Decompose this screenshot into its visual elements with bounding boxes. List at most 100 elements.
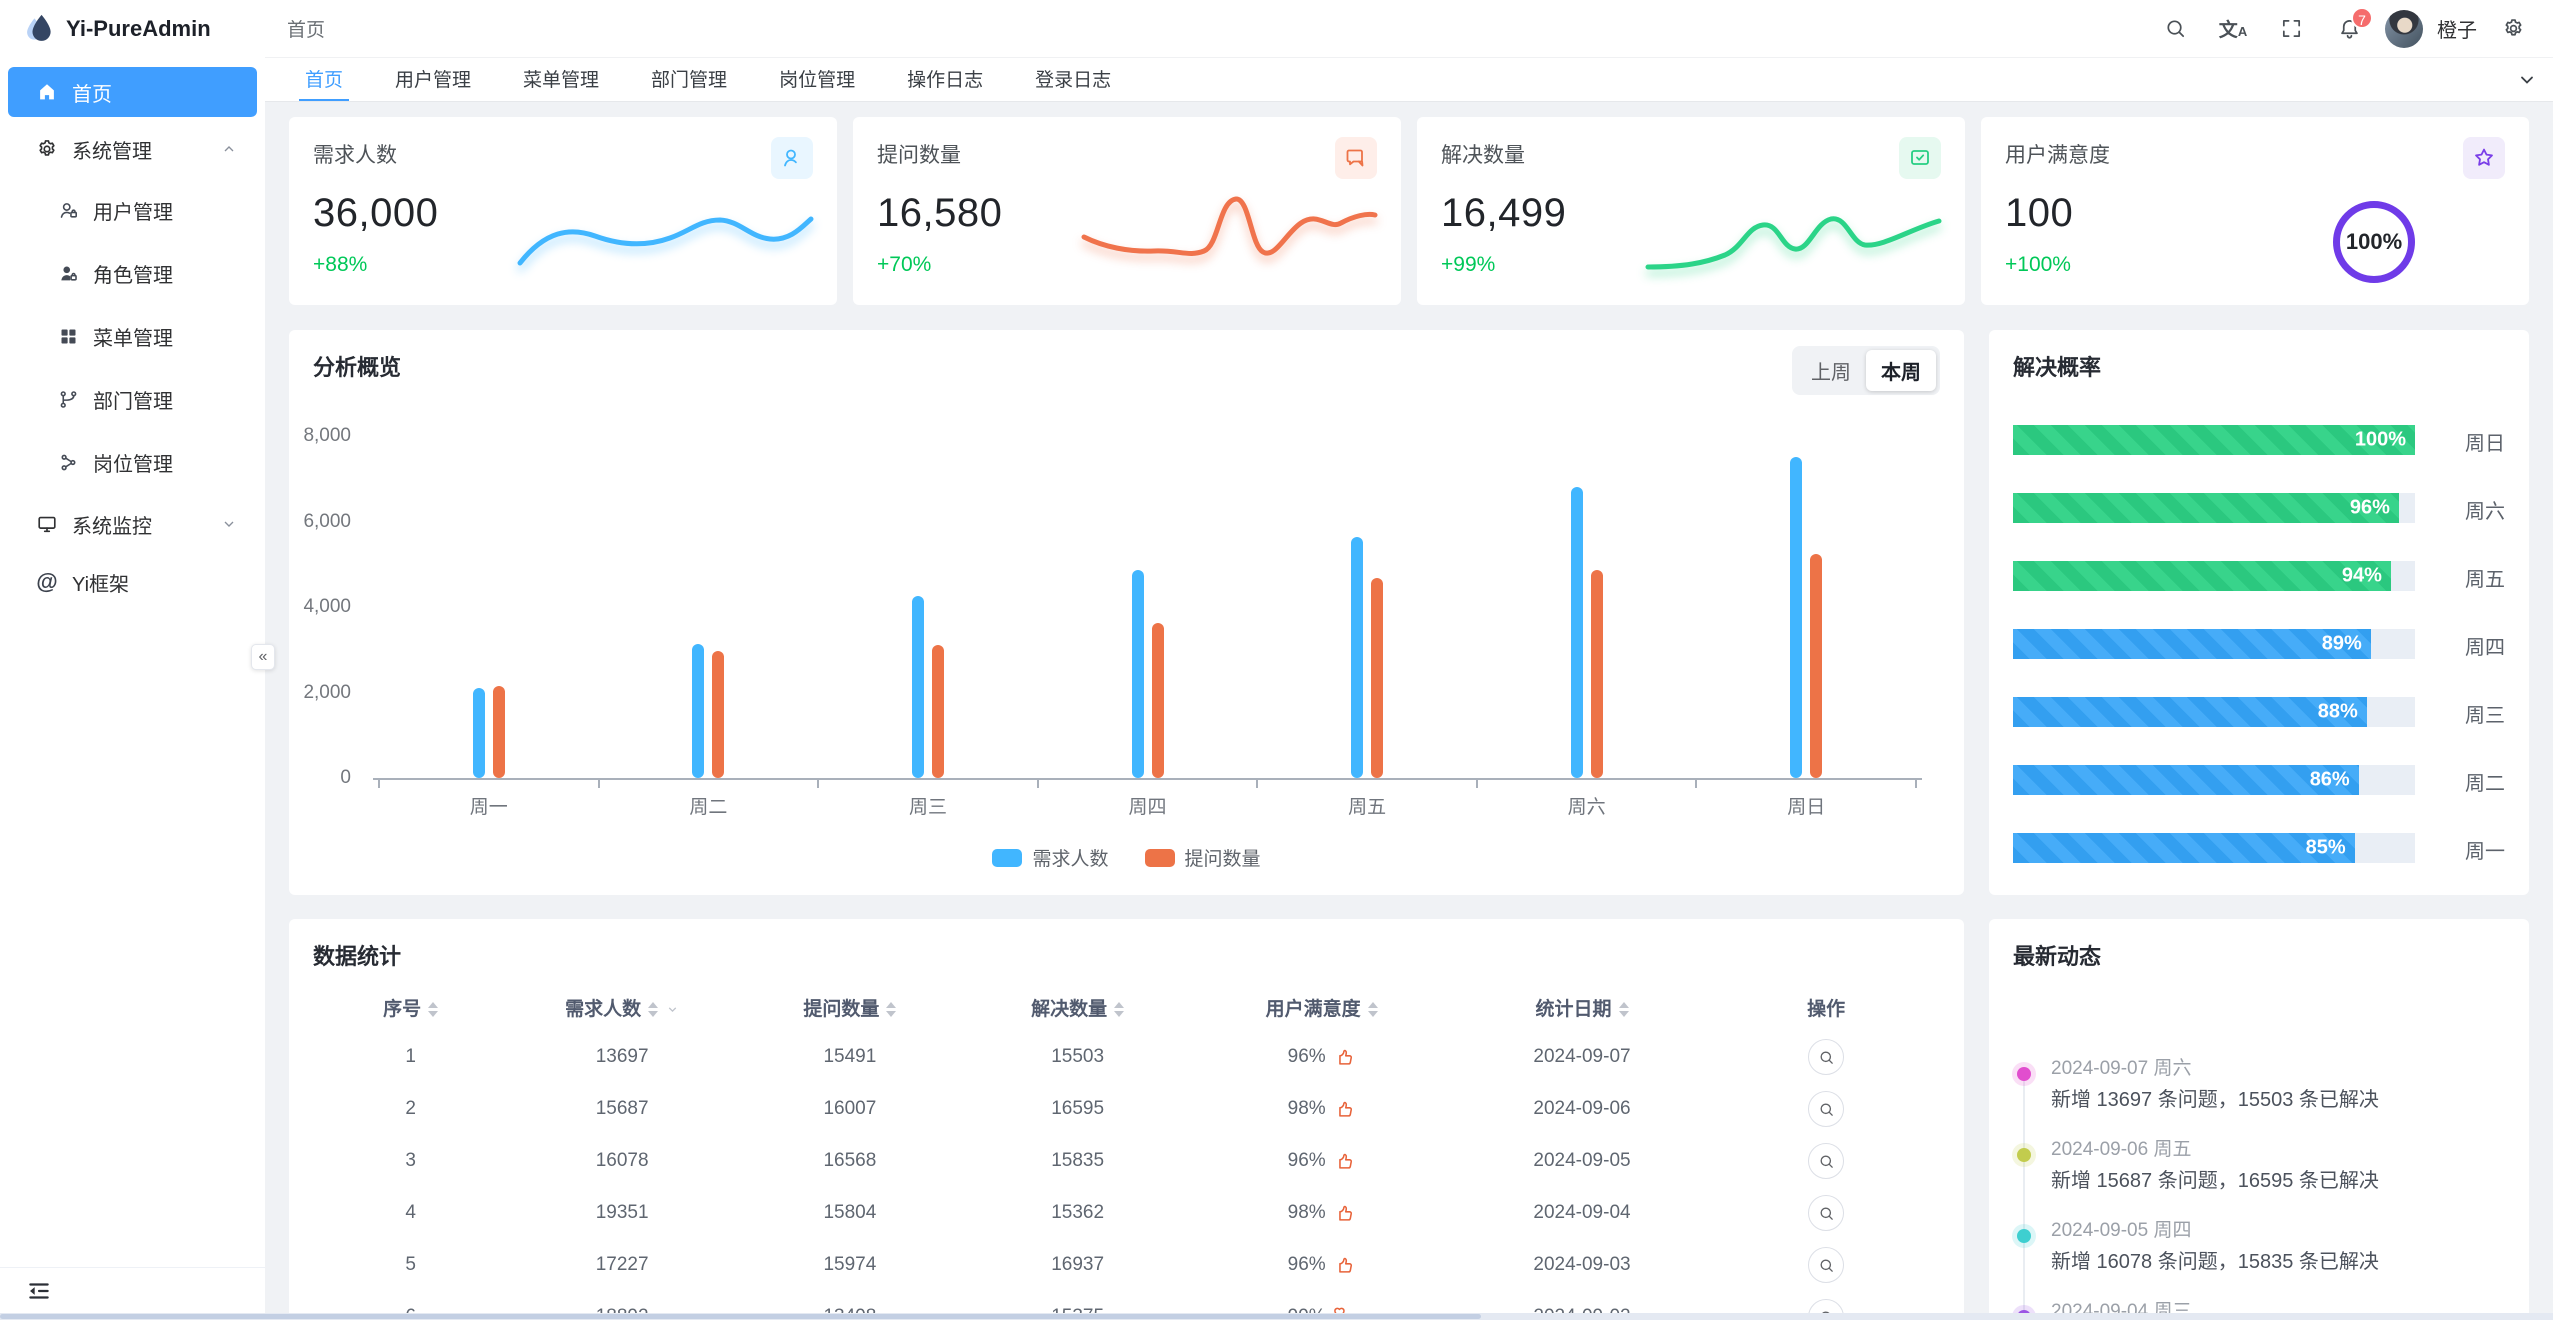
translate-button[interactable]: 文A [2211, 7, 2255, 51]
horizontal-scrollbar [0, 1313, 2553, 1320]
sidebar-item-nodes[interactable]: 岗位管理 [0, 431, 265, 494]
main-content: 需求人数 36,000 +88% 提问数量 16,580 +70% [265, 103, 2553, 1320]
y-label-8,000: 8,000 [303, 425, 351, 446]
toggle-last-week[interactable]: 上周 [1811, 362, 1851, 384]
username[interactable]: 橙子 [2437, 20, 2477, 42]
scrollbar-thumb[interactable] [0, 1314, 1481, 1319]
row-view-button[interactable] [1808, 1195, 1845, 1231]
table-header-5[interactable]: 统计日期 [1452, 983, 1712, 1031]
cell-questions: 15974 [823, 1254, 877, 1275]
cell-questions: 15804 [823, 1202, 877, 1223]
sidebar-item-home[interactable]: 首页 [8, 67, 257, 117]
stat-title: 用户满意度 [2005, 144, 2110, 167]
stat-value: 16,580 [877, 191, 1003, 235]
table-header-4[interactable]: 用户满意度 [1192, 983, 1452, 1031]
table-header-2[interactable]: 提问数量 [736, 983, 964, 1031]
bar-group-周二 [599, 436, 819, 778]
sidebar-collapse-handle[interactable]: « [251, 644, 275, 670]
sidebar-item-role[interactable]: 角色管理 [0, 242, 265, 305]
row-view-button[interactable] [1808, 1091, 1845, 1127]
sidebar-item-branch[interactable]: 部门管理 [0, 368, 265, 431]
tab-6[interactable]: 登录日志 [1035, 70, 1112, 91]
axis-tick [597, 780, 600, 788]
collapse-sidebar-icon[interactable] [26, 1278, 52, 1304]
progress-percent: 96% [2349, 496, 2390, 519]
progress-percent: 86% [2309, 768, 2350, 791]
chart-legend: 需求人数 提问数量 [289, 844, 1964, 871]
chart-title: 分析概览 [313, 355, 402, 380]
cell-date: 2024-09-03 [1533, 1254, 1631, 1275]
progress-percent: 94% [2341, 564, 2382, 587]
solve-row-周二: 86% 周二 [2013, 765, 2505, 795]
sidebar-item-user[interactable]: 用户管理 [0, 179, 265, 242]
axis-tick [817, 780, 820, 788]
row-view-button[interactable] [1808, 1039, 1845, 1075]
sparkline [1081, 196, 1378, 256]
sidebar-group-system-management[interactable]: 系统管理 [8, 121, 257, 177]
progress-fill: 85% [2013, 833, 2355, 863]
tab-4[interactable]: 岗位管理 [779, 70, 856, 91]
bar-需求人数-周一 [472, 688, 485, 778]
cell-date: 2024-09-06 [1533, 1098, 1631, 1119]
axis-tick [1915, 780, 1917, 788]
legend-item-需求人数[interactable]: 需求人数 [992, 844, 1109, 871]
settings-button[interactable] [2491, 7, 2535, 51]
x-axis-category-labels: 周一 周二 周三 周四 周五 周六 周日 [379, 792, 1916, 819]
legend-item-提问数量[interactable]: 提问数量 [1144, 844, 1261, 871]
bar-提问数量-周三 [931, 645, 944, 778]
table-row: 5 17227 15974 16937 96% 2024-09-03 [313, 1239, 1940, 1291]
tab-5[interactable]: 操作日志 [907, 70, 984, 91]
tabs-overflow-chevron-icon[interactable] [2517, 70, 2537, 90]
sidebar-group-system-monitor[interactable]: 系统监控 [8, 496, 257, 552]
logo[interactable]: Yi-PureAdmin [0, 0, 265, 57]
table-header-1[interactable]: 需求人数 [508, 983, 736, 1031]
sidebar-group-label: 系统管理 [72, 140, 152, 163]
sort-carets-icon [886, 1001, 897, 1017]
search-icon [2164, 17, 2187, 40]
cell-satisfaction: 96% [1288, 1150, 1356, 1172]
cell-demand: 17227 [595, 1254, 649, 1275]
timeline-item-1: 2024-09-06 周五 新增 15687 条问题，16595 条已解决 [2017, 1134, 2505, 1215]
chat-icon [1344, 146, 1368, 170]
column-label: 解决数量 [1031, 998, 1108, 1020]
row-view-button[interactable] [1808, 1247, 1845, 1283]
search-button[interactable] [2153, 7, 2197, 51]
tab-1[interactable]: 用户管理 [395, 70, 472, 91]
row-view-button[interactable] [1808, 1143, 1845, 1179]
sidebar-item-label: 角色管理 [93, 265, 173, 287]
sidebar-item-yi-framework[interactable]: @ Yi框架 [8, 554, 257, 610]
middle-row: 分析概览 上周 本周 0 2,000 4,000 6,000 8,000 周一 周二 周三周… [289, 330, 2529, 895]
stat-icon-box [1899, 137, 1941, 179]
table-header-6: 操作 [1712, 983, 1940, 1031]
bar-需求人数-周日 [1790, 457, 1803, 778]
table-header-3[interactable]: 解决数量 [964, 983, 1192, 1031]
toggle-this-week[interactable]: 本周 [1866, 350, 1936, 391]
table-header-0[interactable]: 序号 [313, 983, 508, 1031]
tab-0[interactable]: 首页 [299, 58, 350, 101]
table-row: 4 19351 15804 15362 98% 2024-09-04 [313, 1187, 1940, 1239]
tab-2[interactable]: 菜单管理 [523, 70, 600, 91]
cell-satisfaction: 98% [1288, 1098, 1356, 1120]
tab-bar: 首页 用户管理 菜单管理 部门管理 岗位管理 操作日志 登录日志 [265, 57, 2553, 102]
stat-value: 16,499 [1441, 191, 1567, 235]
gear-icon [2502, 17, 2525, 40]
translate-icon: 文A [2218, 20, 2248, 41]
sidebar-item-grid[interactable]: 菜单管理 [0, 305, 265, 368]
progress-fill: 89% [2013, 629, 2371, 659]
progress-day-label: 周三 [2465, 705, 2505, 727]
cell-index: 1 [405, 1046, 416, 1067]
avatar[interactable] [2385, 9, 2423, 48]
tab-3[interactable]: 部门管理 [651, 70, 728, 91]
fullscreen-button[interactable] [2269, 7, 2313, 51]
at-icon: @ [36, 569, 58, 594]
progress-percent: 85% [2305, 836, 2346, 859]
cell-solved: 16595 [1051, 1098, 1105, 1119]
notifications-button[interactable]: 7 [2327, 6, 2373, 51]
app-title: Yi-PureAdmin [66, 15, 211, 41]
stat-title: 需求人数 [313, 144, 397, 167]
sparkline [1645, 216, 1942, 270]
progress-track: 88% [2013, 697, 2415, 727]
timeline-dot [2017, 1229, 2031, 1243]
thumb-up-icon [1334, 1150, 1356, 1172]
